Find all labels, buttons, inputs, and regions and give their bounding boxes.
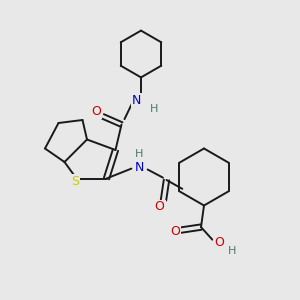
Text: O: O — [214, 236, 224, 249]
Text: O: O — [170, 225, 180, 238]
Text: H: H — [149, 104, 158, 114]
Text: H: H — [228, 246, 236, 256]
Text: O: O — [155, 200, 164, 214]
Text: O: O — [91, 105, 101, 119]
Text: N: N — [135, 161, 144, 174]
Text: N: N — [132, 94, 141, 107]
Text: H: H — [135, 148, 144, 159]
Text: S: S — [71, 175, 79, 188]
